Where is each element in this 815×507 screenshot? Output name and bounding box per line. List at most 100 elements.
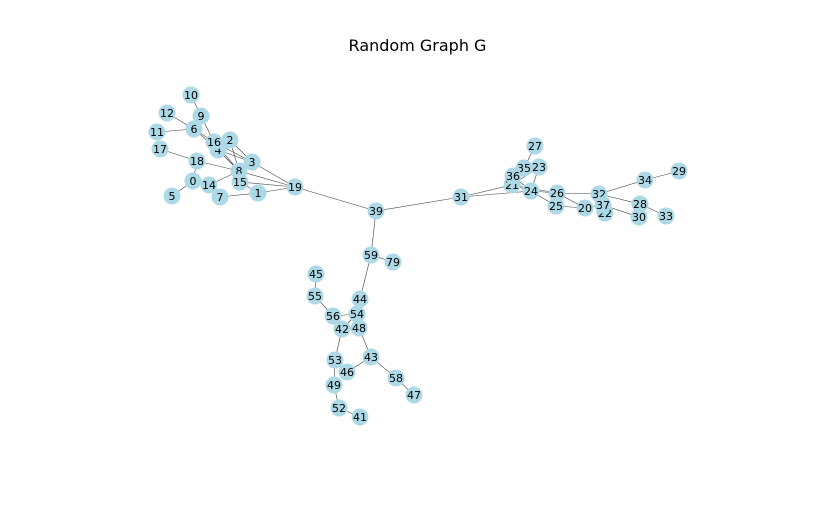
node-circle [526, 137, 544, 155]
node-11: 11 [148, 123, 166, 141]
edge-15-19 [239, 181, 296, 188]
node-circle [325, 376, 343, 394]
node-label: 56 [326, 310, 340, 323]
edge-8-19 [238, 170, 296, 188]
node-label: 30 [632, 211, 646, 224]
node-label: 6 [191, 123, 198, 136]
node-circle [384, 253, 402, 271]
node-79: 79 [384, 253, 402, 271]
node-20: 20 [576, 199, 594, 217]
node-circle [330, 399, 348, 417]
node-28: 28 [631, 195, 649, 213]
node-label: 58 [389, 372, 403, 385]
node-label: 36 [506, 170, 520, 183]
node-label: 18 [190, 155, 204, 168]
node-label: 16 [207, 136, 221, 149]
node-circle [333, 320, 351, 338]
node-label: 54 [350, 308, 364, 321]
node-circle [362, 348, 380, 366]
node-48: 48 [350, 319, 368, 337]
node-17: 17 [151, 140, 169, 158]
node-44: 44 [351, 290, 369, 308]
node-label: 37 [596, 199, 610, 212]
node-circle [221, 131, 239, 149]
node-label: 7 [217, 191, 224, 204]
node-circle [350, 319, 368, 337]
node-37: 37 [594, 196, 612, 214]
node-label: 1 [255, 187, 262, 200]
node-label: 15 [233, 176, 247, 189]
node-circle [163, 187, 181, 205]
node-circle [184, 172, 202, 190]
node-49: 49 [325, 376, 343, 394]
node-2: 2 [221, 131, 239, 149]
node-label: 49 [327, 379, 341, 392]
node-12: 12 [158, 104, 176, 122]
node-18: 18 [188, 152, 206, 170]
node-7: 7 [211, 188, 229, 206]
node-55: 55 [306, 287, 324, 305]
node-47: 47 [405, 386, 423, 404]
node-label: 20 [578, 202, 592, 215]
node-circle [188, 152, 206, 170]
node-label: 46 [340, 366, 354, 379]
graph-title: Random Graph G [348, 36, 487, 55]
node-circle [192, 107, 210, 125]
edge-39-31 [375, 196, 462, 212]
node-23: 23 [530, 158, 548, 176]
node-circle [530, 158, 548, 176]
node-27: 27 [526, 137, 544, 155]
node-0: 0 [184, 172, 202, 190]
node-31: 31 [452, 188, 470, 206]
edge-31-24 [460, 190, 532, 198]
node-label: 43 [364, 351, 378, 364]
node-circle [362, 246, 380, 264]
node-circle [306, 287, 324, 305]
node-circle [670, 162, 688, 180]
node-label: 28 [633, 198, 647, 211]
node-34: 34 [636, 171, 654, 189]
node-label: 39 [369, 205, 383, 218]
node-label: 29 [672, 165, 686, 178]
node-label: 45 [309, 268, 323, 281]
node-label: 3 [249, 156, 256, 169]
node-45: 45 [307, 265, 325, 283]
node-circle [387, 369, 405, 387]
node-label: 52 [332, 402, 346, 415]
node-label: 79 [386, 256, 400, 269]
node-33: 33 [657, 207, 675, 225]
node-label: 2 [227, 134, 234, 147]
node-circle [548, 184, 566, 202]
node-label: 14 [202, 179, 216, 192]
node-label: 31 [454, 191, 468, 204]
node-circle [367, 202, 385, 220]
node-label: 0 [190, 175, 197, 188]
node-41: 41 [351, 408, 369, 426]
node-label: 8 [236, 165, 243, 178]
node-circle [405, 386, 423, 404]
node-circle [324, 307, 342, 325]
node-circle [205, 133, 223, 151]
node-label: 23 [532, 161, 546, 174]
node-3: 3 [243, 153, 261, 171]
node-14: 14 [200, 176, 218, 194]
node-1: 1 [249, 184, 267, 202]
node-label: 4 [215, 144, 222, 157]
node-circle [158, 104, 176, 122]
node-label: 27 [528, 140, 542, 153]
node-16: 16 [205, 133, 223, 151]
node-9: 9 [192, 107, 210, 125]
node-label: 25 [549, 200, 563, 213]
node-30: 30 [630, 208, 648, 226]
node-circle [351, 290, 369, 308]
node-54: 54 [348, 305, 366, 323]
node-56: 56 [324, 307, 342, 325]
node-circle [576, 199, 594, 217]
node-circle [631, 195, 649, 213]
node-circle [211, 188, 229, 206]
node-label: 26 [550, 187, 564, 200]
node-circle [148, 123, 166, 141]
node-circle [636, 171, 654, 189]
